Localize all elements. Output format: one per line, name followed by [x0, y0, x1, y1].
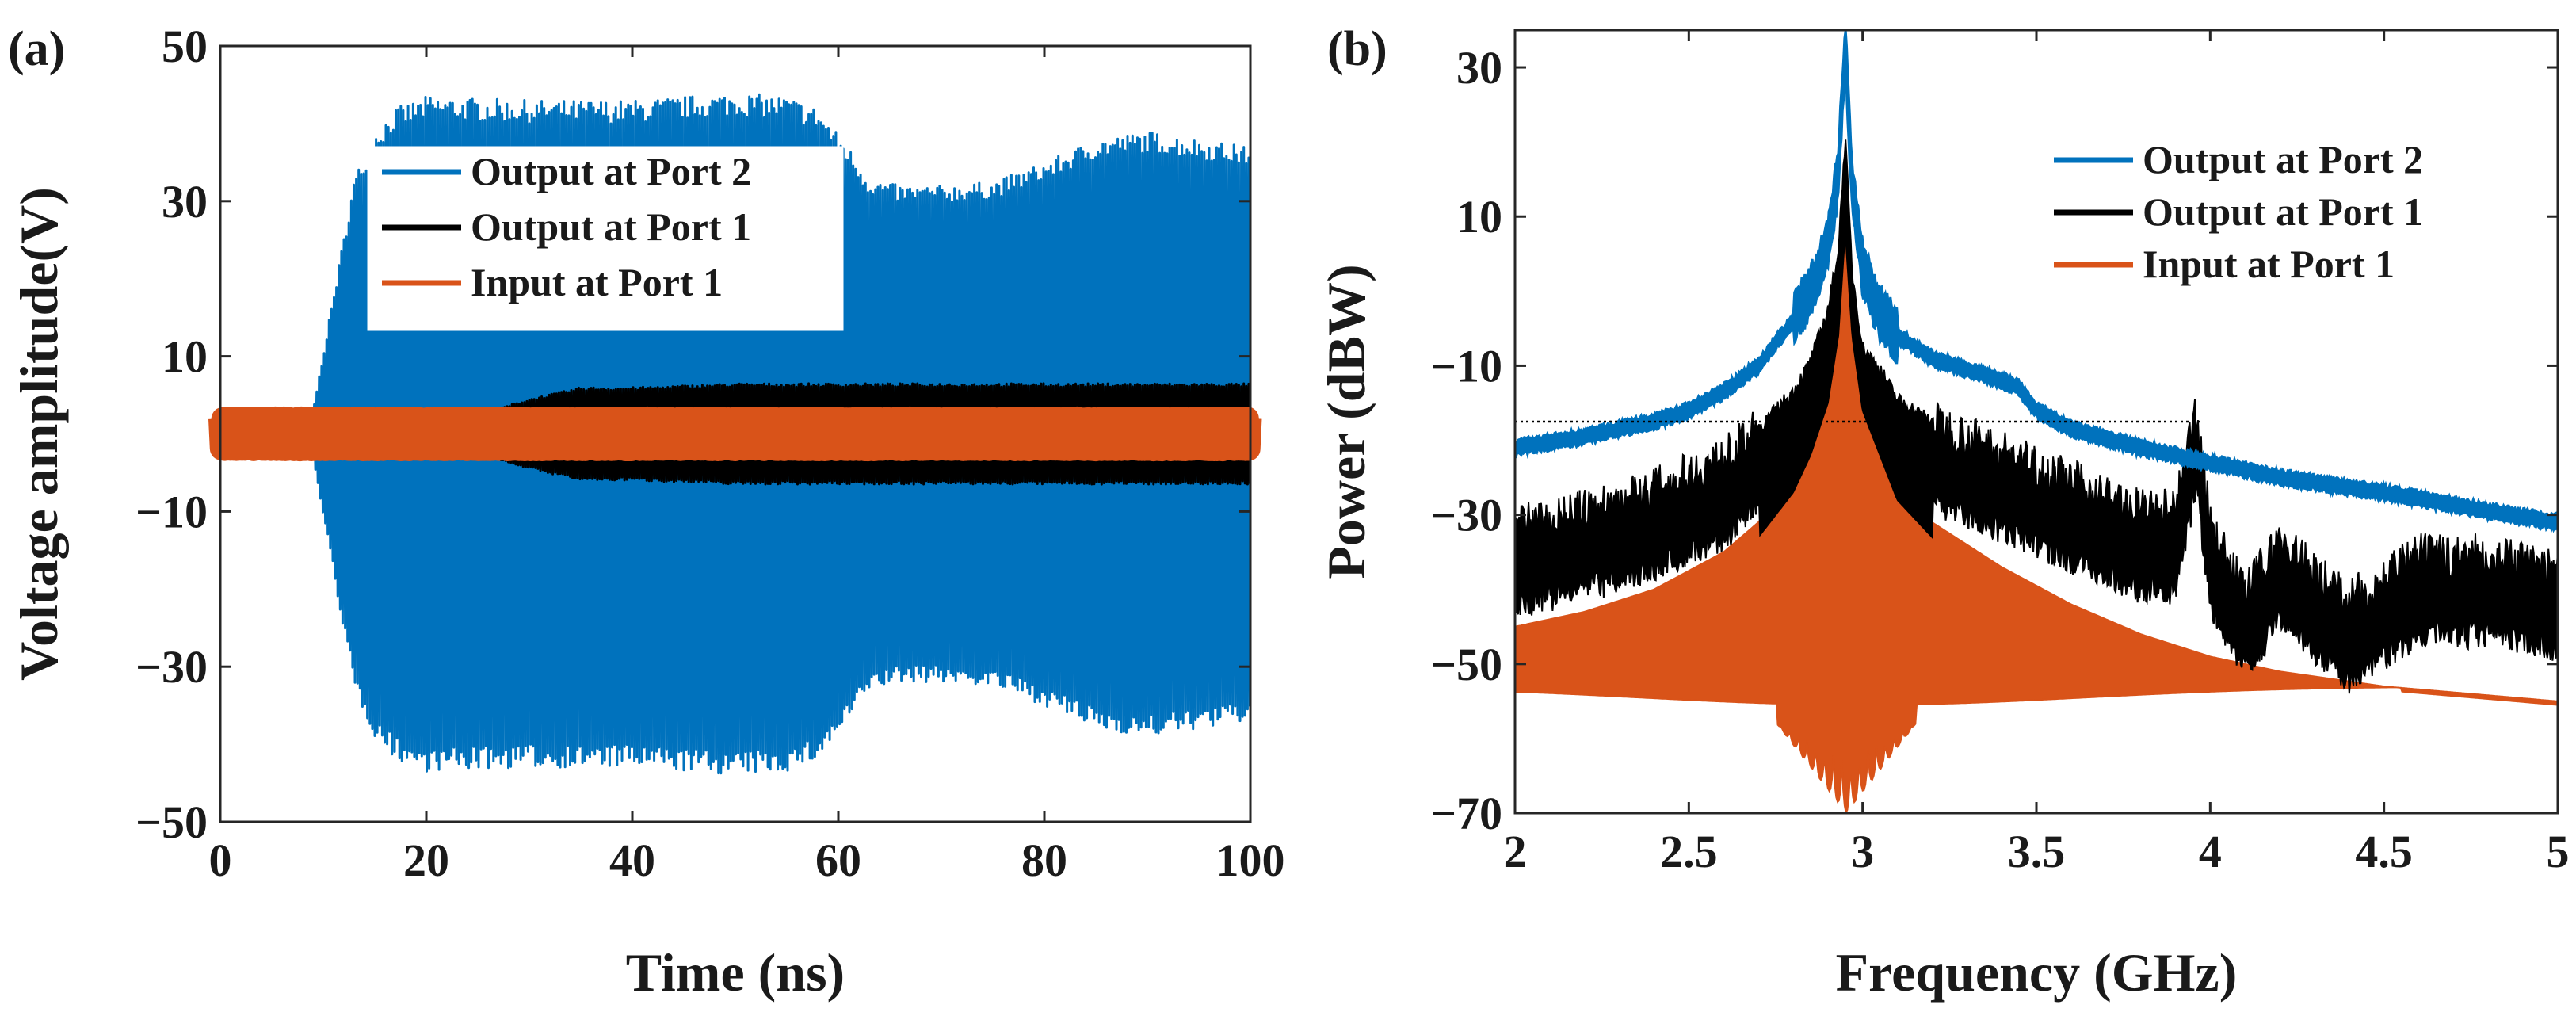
panel-label-a: (a) [8, 22, 65, 76]
x-tick-label: 20 [403, 835, 449, 886]
panel-label-b: (b) [1327, 22, 1387, 76]
x-tick-label: 2.5 [1660, 826, 1718, 877]
y-tick-label: −50 [1430, 639, 1502, 690]
x-tick-label: 80 [1021, 835, 1067, 886]
series-band-output-port2 [1515, 30, 2558, 533]
y-tick-label: −30 [135, 641, 208, 693]
x-tick-label: 100 [1216, 835, 1285, 886]
series-line-2 [208, 406, 1262, 462]
y-tick-label: −70 [1430, 788, 1502, 839]
x-tick-label: 0 [209, 835, 232, 886]
y-tick-label: 10 [1456, 191, 1502, 243]
legend-label-1: Output at Port 1 [2143, 189, 2423, 234]
legend-label-2: Input at Port 1 [2143, 242, 2395, 286]
x-tick-label: 3 [1851, 826, 1874, 877]
y-tick-label: 50 [162, 21, 208, 72]
series-band-output-port1 [1515, 139, 2558, 694]
x-tick-label: 60 [815, 835, 861, 886]
y-axis-label: Voltage amplitude(V) [9, 187, 69, 681]
y-axis-label: Power (dBW) [1316, 264, 1376, 579]
legend-box [367, 146, 844, 331]
y-tick-label: −30 [1430, 490, 1502, 541]
plot-area [1515, 30, 2558, 813]
x-tick-label: 3.5 [2008, 826, 2066, 877]
legend-label-0: Output at Port 2 [471, 149, 751, 193]
y-tick-label: 30 [1456, 42, 1502, 94]
y-tick-label: 30 [162, 176, 208, 227]
chart-panel-a: 0 20 40 60 80 100 −50 −30 −10 10 30 50 Time (ns) Volt… [8, 21, 1285, 1003]
y-tick-label: 10 [162, 331, 208, 383]
plot-frame [219, 44, 1252, 823]
y-tick-label: −10 [1430, 340, 1502, 392]
legend-label-0: Output at Port 2 [2143, 137, 2423, 181]
x-tick-label: 40 [609, 835, 655, 886]
legend-label-2: Input at Port 1 [471, 260, 723, 304]
legend-label-1: Output at Port 1 [471, 204, 751, 249]
x-tick-label: 4 [2199, 826, 2222, 877]
chart-panel-b: 2 2.5 3 3.5 4 4.5 5 −70 −50 −30 −10 10 30 Frequency (… [1316, 22, 2570, 1003]
x-tick-label: 2 [1504, 826, 1527, 877]
y-tick-label: −10 [135, 486, 208, 537]
y-tick-label: −50 [135, 796, 208, 848]
x-tick-label: 4.5 [2355, 826, 2413, 877]
x-axis-label: Frequency (GHz) [1836, 942, 2238, 1003]
x-tick-label: 5 [2547, 826, 2570, 877]
x-axis-label: Time (ns) [626, 942, 845, 1003]
